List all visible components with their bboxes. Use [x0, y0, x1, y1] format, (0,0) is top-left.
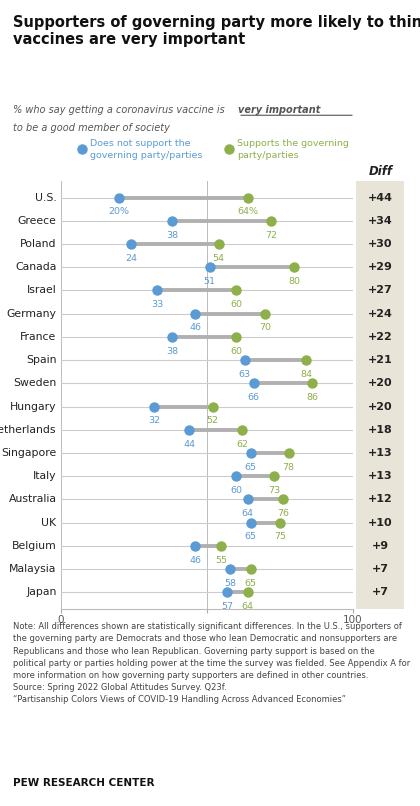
- Text: +20: +20: [368, 378, 393, 388]
- Text: very important: very important: [238, 105, 320, 114]
- Text: +27: +27: [368, 285, 393, 296]
- Text: 64: 64: [242, 509, 254, 518]
- Text: 70: 70: [259, 323, 271, 332]
- Text: Does not support the
governing party/parties: Does not support the governing party/par…: [90, 139, 203, 160]
- Text: 55: 55: [215, 555, 228, 564]
- Text: Belgium: Belgium: [12, 541, 57, 550]
- Text: Poland: Poland: [20, 239, 57, 249]
- Text: Greece: Greece: [18, 216, 57, 226]
- Text: UK: UK: [42, 517, 57, 528]
- Text: 52: 52: [207, 416, 219, 426]
- Text: to be a good member of society: to be a good member of society: [13, 123, 170, 132]
- Text: +10: +10: [368, 517, 393, 528]
- Text: 54: 54: [213, 254, 225, 263]
- Text: Australia: Australia: [8, 494, 57, 505]
- Text: 65: 65: [244, 463, 257, 472]
- Text: Netherlands: Netherlands: [0, 425, 57, 434]
- Text: Italy: Italy: [33, 472, 57, 481]
- Text: +29: +29: [368, 262, 393, 272]
- Text: Spain: Spain: [26, 355, 57, 365]
- Text: +30: +30: [368, 239, 393, 249]
- Text: 76: 76: [277, 509, 289, 518]
- Text: Diff: Diff: [368, 165, 392, 178]
- Text: 80: 80: [289, 277, 300, 286]
- Text: 64%: 64%: [237, 207, 258, 216]
- Text: 46: 46: [189, 323, 201, 332]
- Text: +34: +34: [368, 216, 393, 226]
- Text: 66: 66: [247, 393, 260, 402]
- Text: 57: 57: [221, 602, 233, 611]
- Text: +13: +13: [368, 472, 393, 481]
- Text: 38: 38: [166, 347, 178, 355]
- Text: 60: 60: [230, 347, 242, 355]
- Text: 73: 73: [268, 486, 280, 495]
- Text: +44: +44: [368, 193, 393, 202]
- Text: Sweden: Sweden: [13, 378, 57, 388]
- Text: Malaysia: Malaysia: [9, 564, 57, 574]
- Text: +12: +12: [368, 494, 393, 505]
- Text: +9: +9: [372, 541, 389, 550]
- Text: +7: +7: [372, 564, 389, 574]
- Text: 58: 58: [224, 579, 236, 588]
- Text: 60: 60: [230, 486, 242, 495]
- Text: 51: 51: [204, 277, 216, 286]
- Text: Canada: Canada: [15, 262, 57, 272]
- Text: 63: 63: [239, 370, 251, 379]
- Text: Supports the governing
party/parties: Supports the governing party/parties: [237, 139, 349, 160]
- Text: Israel: Israel: [27, 285, 57, 296]
- Text: Note: All differences shown are statistically significant differences. In the U.: Note: All differences shown are statisti…: [13, 622, 410, 704]
- Text: PEW RESEARCH CENTER: PEW RESEARCH CENTER: [13, 779, 154, 788]
- Text: 72: 72: [265, 231, 277, 239]
- Text: U.S.: U.S.: [35, 193, 57, 202]
- Text: 78: 78: [283, 463, 294, 472]
- Text: 86: 86: [306, 393, 318, 402]
- Text: +21: +21: [368, 355, 393, 365]
- Text: 65: 65: [244, 579, 257, 588]
- Text: 64: 64: [242, 602, 254, 611]
- Text: Hungary: Hungary: [10, 401, 57, 412]
- Text: +18: +18: [368, 425, 393, 434]
- Text: % who say getting a coronavirus vaccine is: % who say getting a coronavirus vaccine …: [13, 105, 228, 114]
- Text: 84: 84: [300, 370, 312, 379]
- Text: +22: +22: [368, 332, 393, 342]
- Text: 62: 62: [236, 439, 248, 448]
- Text: Germany: Germany: [7, 309, 57, 318]
- Text: 44: 44: [184, 439, 195, 448]
- Text: 65: 65: [244, 533, 257, 542]
- Text: France: France: [20, 332, 57, 342]
- Text: 38: 38: [166, 231, 178, 239]
- Text: +24: +24: [368, 309, 393, 318]
- Text: 60: 60: [230, 300, 242, 310]
- Text: +20: +20: [368, 401, 393, 412]
- Text: 33: 33: [151, 300, 163, 310]
- Text: Singapore: Singapore: [1, 448, 57, 458]
- Text: Supporters of governing party more likely to think
vaccines are very important: Supporters of governing party more likel…: [13, 15, 420, 47]
- Text: 24: 24: [125, 254, 137, 263]
- Text: Japan: Japan: [26, 588, 57, 597]
- Text: +7: +7: [372, 588, 389, 597]
- Text: 46: 46: [189, 555, 201, 564]
- Text: +13: +13: [368, 448, 393, 458]
- Text: 75: 75: [274, 533, 286, 542]
- Text: 20%: 20%: [109, 207, 130, 216]
- Text: 32: 32: [148, 416, 160, 426]
